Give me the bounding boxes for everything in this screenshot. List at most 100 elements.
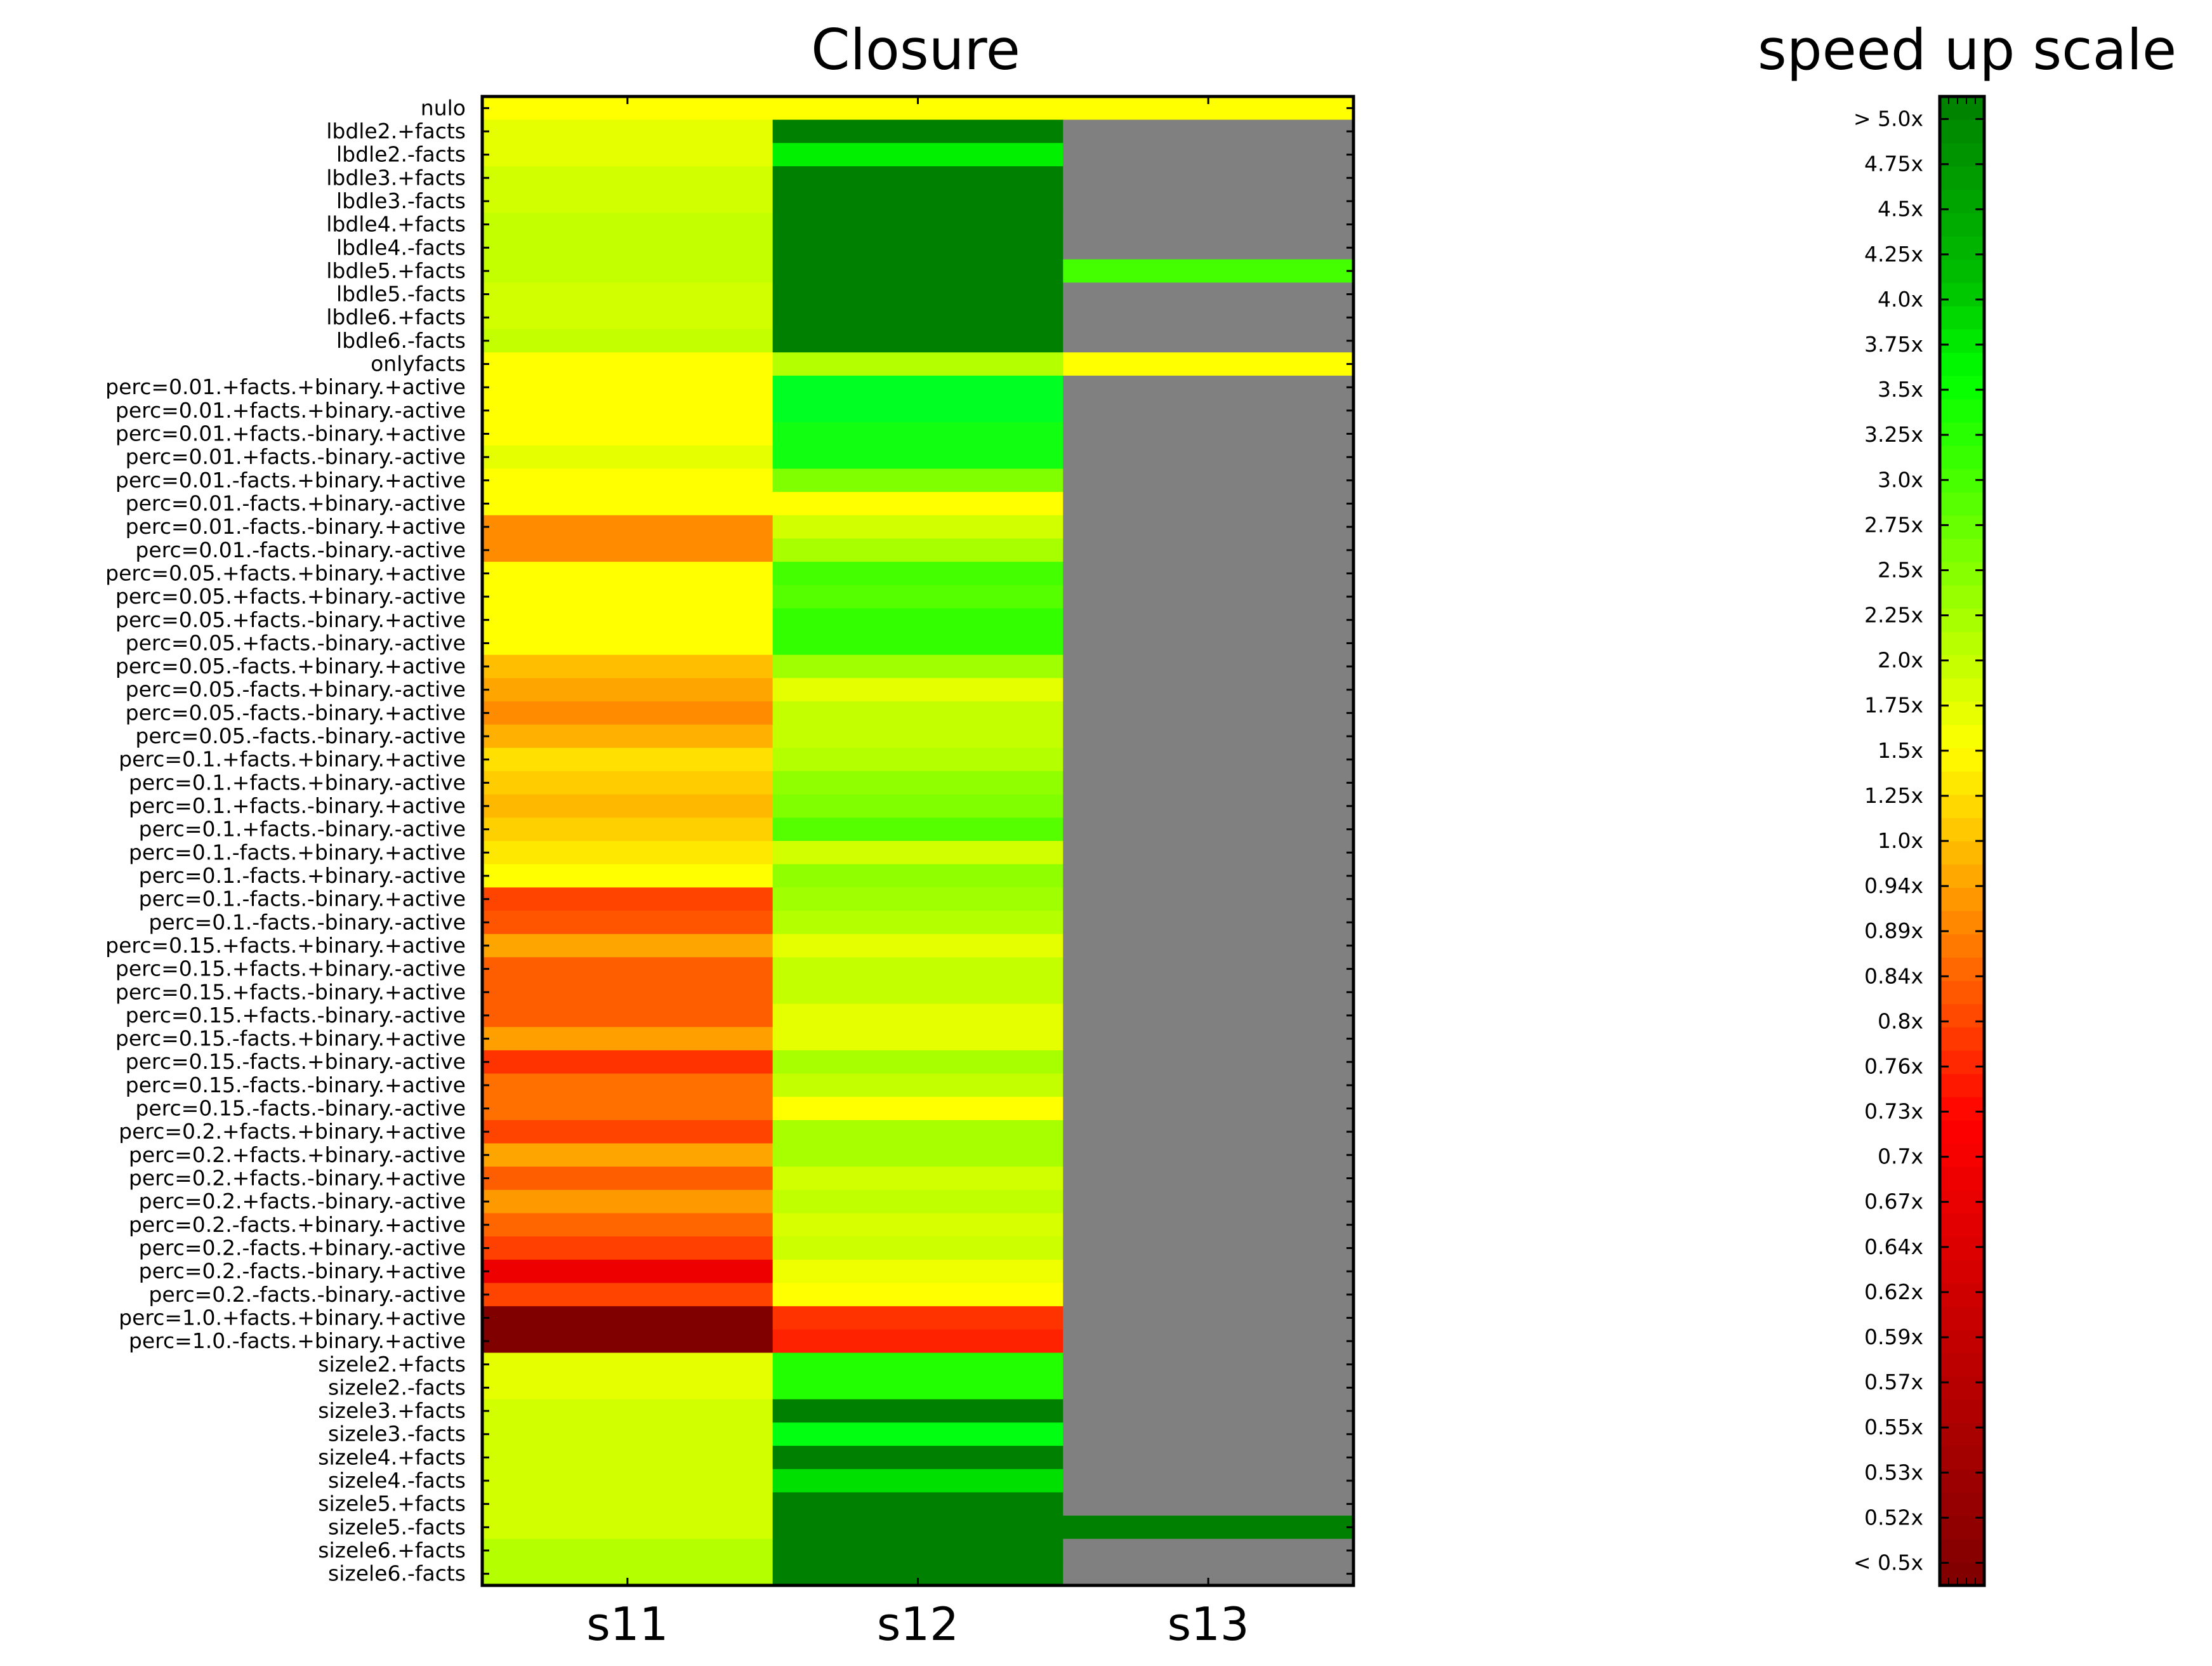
heatmap-cell (1063, 1329, 1354, 1354)
heatmap-cell (482, 515, 774, 539)
heatmap-cell (772, 980, 1063, 1005)
heatmap-cell (772, 1352, 1063, 1377)
row-label: perc=0.15.+facts.+binary.-active (115, 956, 466, 981)
heatmap-cell (1063, 1097, 1354, 1121)
colorbar-tick-label: 0.57x (1864, 1370, 1923, 1394)
colorbar-tick-label: 0.76x (1864, 1054, 1923, 1078)
colorbar-segment (1940, 887, 1984, 911)
heatmap-cell (772, 1469, 1063, 1493)
heatmap-cell (482, 1399, 774, 1424)
heatmap-cell (1063, 724, 1354, 748)
row-label: onlyfacts (371, 352, 466, 376)
colorbar-segment (1940, 654, 1984, 679)
heatmap-cell (1063, 1306, 1354, 1330)
colorbar-segment (1940, 608, 1984, 632)
row-label: perc=0.2.-facts.-binary.-active (148, 1282, 466, 1307)
heatmap-cell (1063, 235, 1354, 260)
heatmap-cell (772, 143, 1063, 167)
heatmap-cell (772, 468, 1063, 493)
row-label: nulo (421, 95, 466, 120)
heatmap-cell (482, 724, 774, 748)
row-label: lbdle6.-facts (336, 328, 466, 353)
heatmap-cell (772, 562, 1063, 586)
row-label: sizele5.+facts (318, 1491, 466, 1516)
colorbar-segment (1940, 562, 1984, 586)
heatmap-cell (1063, 143, 1354, 167)
heatmap-cell (1063, 980, 1354, 1005)
row-label: perc=0.2.-facts.-binary.+active (139, 1259, 466, 1283)
heatmap-cell (772, 864, 1063, 888)
heatmap-cell (1063, 1167, 1354, 1191)
heatmap-cell (772, 1120, 1063, 1144)
heatmap-cell (482, 794, 774, 818)
row-label: perc=0.1.-facts.+binary.-active (139, 863, 466, 888)
row-label: perc=0.05.-facts.+binary.-active (126, 677, 466, 702)
row-label: sizele4.+facts (318, 1445, 466, 1469)
heatmap-cell (482, 701, 774, 725)
row-label: perc=0.15.-facts.+binary.+active (115, 1026, 466, 1051)
row-label: sizele6.-facts (328, 1561, 466, 1586)
heatmap-cell (482, 1306, 774, 1330)
colorbar-segment (1940, 1562, 1984, 1586)
row-label: perc=0.01.+facts.-binary.-active (126, 444, 466, 469)
heatmap-cell (482, 352, 774, 376)
heatmap-cell (1063, 1259, 1354, 1284)
heatmap-cell (772, 1097, 1063, 1121)
heatmap-cell (772, 1003, 1063, 1028)
colorbar-segment (1940, 1538, 1984, 1563)
heatmap-cell (482, 1352, 774, 1377)
row-label: lbdle5.+facts (326, 258, 466, 283)
colorbar-segment (1940, 329, 1984, 353)
heatmap-cell (772, 794, 1063, 818)
colorbar-segment (1940, 1516, 1984, 1540)
colorbar-segment (1940, 166, 1984, 190)
heatmap-cell (1063, 282, 1354, 307)
heatmap-cell (1063, 1073, 1354, 1097)
heatmap-cell (772, 910, 1063, 935)
row-label: lbdle3.+facts (326, 165, 466, 190)
heatmap-cell (772, 1516, 1063, 1540)
colorbar-segment (1940, 1027, 1984, 1051)
heatmap-cell (1063, 399, 1354, 423)
row-label: sizele5.-facts (328, 1514, 466, 1539)
colorbar-cells (1940, 96, 1984, 1586)
heatmap-cell (1063, 934, 1354, 958)
heatmap-cell (772, 1306, 1063, 1330)
heatmap-cell (1063, 864, 1354, 888)
row-label: perc=0.01.+facts.-binary.+active (115, 421, 466, 446)
heatmap-cell (772, 724, 1063, 748)
colorbar-segment (1940, 771, 1984, 795)
colorbar-segment (1940, 1120, 1984, 1144)
colorbar-tick-label: 1.0x (1878, 828, 1923, 853)
heatmap-cell (1063, 1236, 1354, 1260)
colorbar-tick-label: 0.53x (1864, 1460, 1923, 1484)
row-label: lbdle6.+facts (326, 305, 466, 329)
heatmap-cell (482, 445, 774, 470)
colorbar-segment (1940, 1306, 1984, 1330)
heatmap-cell (772, 1422, 1063, 1446)
heatmap-cell (1063, 422, 1354, 446)
row-label: perc=0.05.+facts.-binary.-active (126, 630, 466, 655)
heatmap-cell (1063, 1538, 1354, 1563)
colorbar-segment (1940, 399, 1984, 423)
heatmap-cell (482, 1050, 774, 1074)
heatmap-cell (1063, 1003, 1354, 1028)
heatmap-cell (1063, 1050, 1354, 1074)
heatmap-cell (1063, 1399, 1354, 1424)
heatmap-cell (482, 1538, 774, 1563)
heatmap-cell (482, 422, 774, 446)
row-label: perc=0.15.+facts.-binary.-active (126, 1003, 466, 1028)
colorbar-tick-label: 2.5x (1878, 557, 1923, 582)
heatmap-cell (482, 1143, 774, 1167)
heatmap-cell (482, 678, 774, 702)
heatmap-cell (1063, 654, 1354, 679)
colorbar-tick-label: 4.75x (1864, 152, 1923, 176)
heatmap-cell (1063, 259, 1354, 283)
colorbar-segment (1940, 143, 1984, 167)
colorbar-tick-label: 4.5x (1878, 197, 1923, 221)
colorbar-segment (1940, 1213, 1984, 1237)
heatmap-cell (1063, 701, 1354, 725)
colorbar-segment (1940, 1283, 1984, 1307)
colorbar-tick-label: 0.55x (1864, 1415, 1923, 1439)
